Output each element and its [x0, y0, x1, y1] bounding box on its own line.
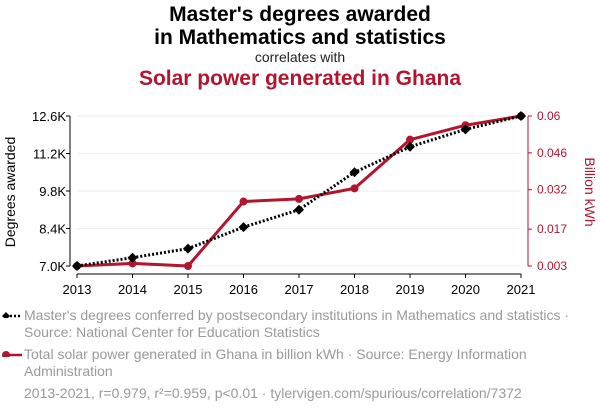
- series2-point: [239, 197, 248, 206]
- y-tick-label-right: 0.046: [537, 146, 567, 160]
- x-tick-label: 2016: [229, 282, 258, 297]
- chart-title-line2: in Mathematics and statistics: [154, 26, 446, 49]
- series2-point: [406, 135, 414, 144]
- series-markers: [72, 111, 526, 271]
- series1-point: [72, 261, 82, 271]
- y-tick-label-left: 8.4K: [39, 222, 66, 237]
- footer-note: 2013-2021, r=0.979, r²=0.959, p<0.01 · t…: [24, 385, 522, 401]
- x-tick-label: 2013: [63, 282, 92, 297]
- legend-label-series2: Total solar power generated in Ghana in …: [24, 346, 527, 379]
- series1-point: [183, 243, 193, 254]
- chart-title-series2: Solar power generated in Ghana: [138, 67, 462, 90]
- x-tick-label: 2019: [396, 282, 425, 297]
- series1-line: [76, 114, 522, 268]
- y-tick-label-right: 0.003: [537, 259, 567, 273]
- grid-lines: [77, 115, 521, 267]
- chart-title-line1: Master's degrees awarded: [169, 3, 431, 26]
- legend-symbol-series1: [2, 312, 22, 318]
- legend-symbol-series2: [2, 351, 22, 357]
- series1-point: [516, 111, 526, 121]
- x-tick-label: 2018: [340, 282, 369, 297]
- chart-subtitle: correlates with: [254, 49, 346, 65]
- y-tick-label-left: 9.8K: [39, 184, 66, 199]
- x-tick-label: 2015: [174, 282, 203, 297]
- x-tick-label: 2021: [507, 282, 536, 297]
- y-tick-label-left: 11.2K: [33, 147, 66, 162]
- y-tick-label-left: 12.6K: [32, 109, 66, 124]
- series1-point: [294, 204, 304, 215]
- y-tick-label-right: 0.017: [537, 222, 567, 236]
- y-tick-label-left: 7.0K: [39, 259, 66, 274]
- y-tick-label-right: 0.032: [537, 183, 567, 197]
- axes: 7.0K 8.4K 9.8K 11.2K 12.6K 0.003 0.017 0.032 0.0…: [32, 109, 567, 297]
- y-tick-label-right: 0.06: [537, 109, 561, 123]
- series1-point: [127, 252, 138, 263]
- series1-point: [349, 167, 360, 178]
- series1-point: [460, 124, 471, 135]
- series2-point: [350, 184, 359, 193]
- x-tick-label: 2014: [118, 282, 147, 297]
- series1-point: [238, 222, 249, 233]
- legend-label-series1: Master's degrees conferred by postsecond…: [24, 307, 570, 340]
- y-axis-label-left: Degrees awarded: [2, 137, 18, 248]
- series1-point: [405, 141, 415, 152]
- series2-point: [184, 262, 192, 270]
- x-tick-label: 2017: [285, 282, 314, 297]
- series2-point: [295, 194, 303, 203]
- y-axis-label-right: Billion kWh: [582, 157, 598, 226]
- x-tick-label: 2020: [451, 282, 480, 297]
- series2-point: [128, 259, 137, 268]
